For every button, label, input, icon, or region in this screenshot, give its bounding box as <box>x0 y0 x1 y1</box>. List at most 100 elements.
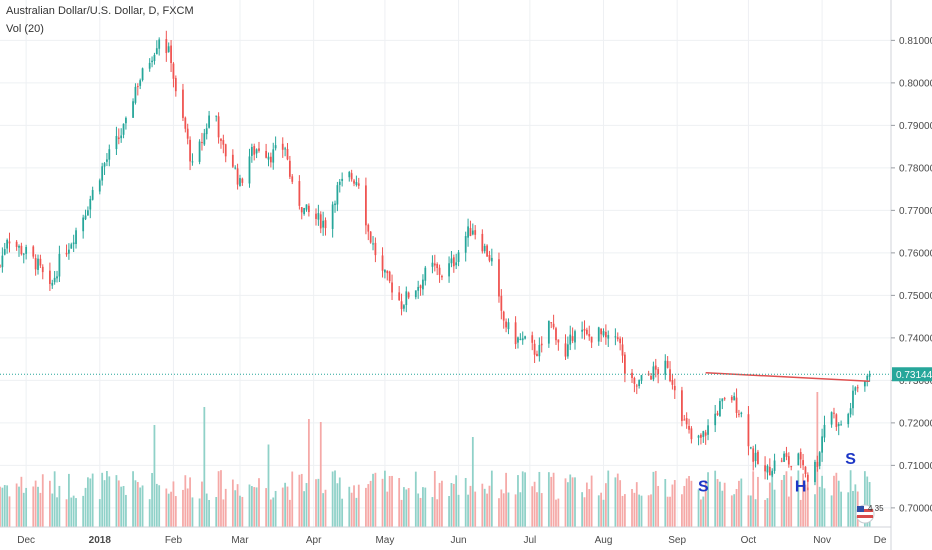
candle-body[interactable] <box>738 413 740 415</box>
candle-body[interactable] <box>452 257 455 267</box>
candle-body[interactable] <box>6 239 9 249</box>
candle-body[interactable] <box>514 322 517 345</box>
candle-body[interactable] <box>721 398 724 402</box>
candle-body[interactable] <box>814 461 816 483</box>
candle-body[interactable] <box>552 323 555 328</box>
candle-body[interactable] <box>184 117 187 129</box>
candle-body[interactable] <box>372 243 374 245</box>
candle-body[interactable] <box>139 80 142 86</box>
candle-body[interactable] <box>783 453 785 462</box>
candle-body[interactable] <box>616 337 619 340</box>
candle-body[interactable] <box>155 48 158 55</box>
country-badge[interactable]: 4 35 <box>855 504 884 524</box>
candle-body[interactable] <box>690 428 693 440</box>
candle-body[interactable] <box>771 470 774 476</box>
candle-body[interactable] <box>319 214 322 229</box>
candle-body[interactable] <box>802 460 804 466</box>
candle-body[interactable] <box>856 387 859 389</box>
candle-body[interactable] <box>25 246 28 254</box>
candle-body[interactable] <box>597 327 600 342</box>
candle-body[interactable] <box>84 215 87 220</box>
candle-body[interactable] <box>305 204 308 210</box>
candle-body[interactable] <box>733 396 736 401</box>
candle-body[interactable] <box>355 182 358 185</box>
candle-body[interactable] <box>507 322 510 330</box>
candle-body[interactable] <box>103 163 106 167</box>
candle-body[interactable] <box>854 387 857 391</box>
candle-body[interactable] <box>464 236 467 253</box>
candle-body[interactable] <box>764 465 766 472</box>
candle-body[interactable] <box>165 39 168 54</box>
candle-body[interactable] <box>365 185 367 226</box>
candle-body[interactable] <box>274 145 277 149</box>
candle-body[interactable] <box>669 369 671 381</box>
candle-body[interactable] <box>450 258 453 264</box>
candle-body[interactable] <box>585 329 588 335</box>
candle-body[interactable] <box>719 401 721 417</box>
candle-body[interactable] <box>41 266 44 273</box>
candle-body[interactable] <box>424 267 427 281</box>
candle-body[interactable] <box>153 54 156 62</box>
candle-body[interactable] <box>671 380 674 385</box>
candle-body[interactable] <box>198 141 201 162</box>
candle-body[interactable] <box>714 413 717 426</box>
candle-body[interactable] <box>222 140 225 145</box>
candle-body[interactable] <box>288 160 291 177</box>
candle-body[interactable] <box>847 414 850 425</box>
candle-body[interactable] <box>486 245 488 257</box>
candle-body[interactable] <box>538 345 541 357</box>
candle-body[interactable] <box>417 286 420 291</box>
candle-body[interactable] <box>53 277 56 283</box>
candle-body[interactable] <box>666 360 669 368</box>
candle-body[interactable] <box>773 460 776 471</box>
candle-body[interactable] <box>833 412 835 414</box>
candle-body[interactable] <box>189 139 191 162</box>
candle-body[interactable] <box>369 231 372 243</box>
candle-body[interactable] <box>32 246 35 257</box>
candle-body[interactable] <box>780 460 783 462</box>
candle-body[interactable] <box>39 258 42 266</box>
candle-body[interactable] <box>241 178 244 183</box>
candle-body[interactable] <box>58 253 61 277</box>
candle-body[interactable] <box>70 244 73 249</box>
candle-body[interactable] <box>650 375 652 380</box>
candle-body[interactable] <box>91 190 94 200</box>
candle-body[interactable] <box>730 396 733 401</box>
candle-body[interactable] <box>298 181 301 206</box>
candle-body[interactable] <box>353 180 355 184</box>
candle-body[interactable] <box>590 336 593 343</box>
candle-body[interactable] <box>816 461 819 468</box>
candle-body[interactable] <box>291 176 294 182</box>
candle-body[interactable] <box>566 344 569 357</box>
candle-body[interactable] <box>657 369 660 375</box>
candle-body[interactable] <box>683 419 686 421</box>
candle-body[interactable] <box>151 60 153 63</box>
candle-body[interactable] <box>754 452 757 461</box>
candle-body[interactable] <box>388 271 391 282</box>
candle-body[interactable] <box>849 408 852 415</box>
candle-body[interactable] <box>120 135 123 139</box>
candle-body[interactable] <box>519 338 522 340</box>
candle-body[interactable] <box>341 178 344 181</box>
candle-body[interactable] <box>315 213 317 219</box>
candle-body[interactable] <box>757 451 759 464</box>
candle-body[interactable] <box>203 133 206 145</box>
candle-body[interactable] <box>75 230 77 245</box>
candle-body[interactable] <box>182 89 184 118</box>
candle-body[interactable] <box>336 185 339 205</box>
candle-body[interactable] <box>540 343 543 346</box>
candle-body[interactable] <box>697 435 700 438</box>
candle-body[interactable] <box>300 207 303 213</box>
candle-body[interactable] <box>269 156 272 163</box>
candle-body[interactable] <box>125 117 127 124</box>
candle-body[interactable] <box>654 365 657 370</box>
candle-body[interactable] <box>8 241 11 244</box>
candle-body[interactable] <box>255 149 258 154</box>
candle-body[interactable] <box>673 385 676 391</box>
candle-body[interactable] <box>158 39 161 49</box>
candle-body[interactable] <box>574 331 576 343</box>
candle-body[interactable] <box>49 270 51 284</box>
candle-body[interactable] <box>281 143 284 150</box>
candle-body[interactable] <box>702 431 705 437</box>
candle-body[interactable] <box>250 147 253 156</box>
